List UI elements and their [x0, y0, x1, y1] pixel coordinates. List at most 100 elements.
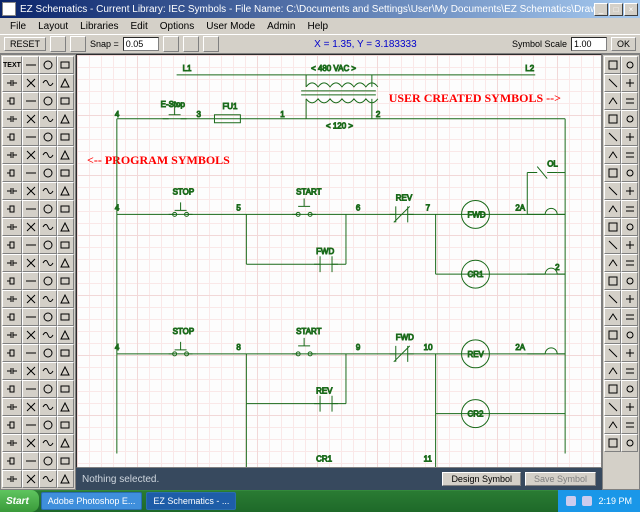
left-tool-22[interactable]	[57, 146, 74, 164]
right-tool-28[interactable]	[604, 308, 621, 326]
right-tool-29[interactable]	[621, 308, 638, 326]
right-tool-12[interactable]	[604, 164, 621, 182]
left-tool-44[interactable]	[22, 254, 39, 272]
left-tool-49[interactable]	[39, 272, 56, 290]
right-tool-14[interactable]	[604, 182, 621, 200]
right-tool-15[interactable]	[621, 182, 638, 200]
left-tool-71[interactable]	[2, 380, 22, 398]
left-tool-4[interactable]	[22, 74, 39, 92]
menu-libraries[interactable]: Libraries	[74, 21, 124, 32]
task-ezschematics[interactable]: EZ Schematics - ...	[146, 492, 236, 510]
left-tool-7[interactable]	[2, 92, 22, 110]
right-tool-18[interactable]	[604, 218, 621, 236]
left-tool-61[interactable]	[39, 326, 56, 344]
left-tool-68[interactable]	[22, 362, 39, 380]
left-tool-88[interactable]	[22, 452, 39, 470]
left-tool-73[interactable]	[39, 380, 56, 398]
right-tool-41[interactable]	[621, 416, 638, 434]
left-tool-2[interactable]	[57, 56, 74, 74]
maximize-button[interactable]: □	[609, 3, 623, 16]
left-tool-58[interactable]	[57, 308, 74, 326]
left-tool-53[interactable]	[39, 290, 56, 308]
right-tool-22[interactable]	[604, 254, 621, 272]
right-tool-38[interactable]	[604, 398, 621, 416]
left-tool-72[interactable]	[22, 380, 39, 398]
menu-help[interactable]: Help	[301, 21, 334, 32]
left-tool-56[interactable]	[22, 308, 39, 326]
left-tool-15[interactable]	[2, 128, 22, 146]
left-tool-93[interactable]	[39, 470, 56, 488]
left-tool-21[interactable]	[39, 146, 56, 164]
tool-text[interactable]: TEXT	[2, 56, 22, 74]
left-tool-34[interactable]	[57, 200, 74, 218]
menu-file[interactable]: File	[4, 21, 32, 32]
right-tool-26[interactable]	[604, 290, 621, 308]
right-tool-23[interactable]	[621, 254, 638, 272]
right-tool-2[interactable]	[604, 74, 621, 92]
ok-button[interactable]: OK	[611, 37, 636, 51]
left-tool-83[interactable]	[2, 434, 22, 452]
snap-input[interactable]	[123, 37, 159, 51]
left-tool-24[interactable]	[22, 164, 39, 182]
right-tool-5[interactable]	[621, 92, 638, 110]
right-tool-43[interactable]	[621, 434, 638, 452]
left-tool-35[interactable]	[2, 218, 22, 236]
left-tool-76[interactable]	[22, 398, 39, 416]
menu-admin[interactable]: Admin	[261, 21, 301, 32]
right-tool-27[interactable]	[621, 290, 638, 308]
left-tool-89[interactable]	[39, 452, 56, 470]
left-tool-77[interactable]	[39, 398, 56, 416]
left-tool-32[interactable]	[22, 200, 39, 218]
left-tool-36[interactable]	[22, 218, 39, 236]
reset-button[interactable]: RESET	[4, 37, 46, 51]
right-tool-36[interactable]	[604, 380, 621, 398]
right-tool-6[interactable]	[604, 110, 621, 128]
left-tool-37[interactable]	[39, 218, 56, 236]
right-tool-11[interactable]	[621, 146, 638, 164]
tool-icon-4[interactable]	[183, 36, 199, 52]
menu-usermode[interactable]: User Mode	[200, 21, 261, 32]
right-tool-0[interactable]	[604, 56, 621, 74]
left-tool-80[interactable]	[22, 416, 39, 434]
right-tool-21[interactable]	[621, 236, 638, 254]
left-tool-63[interactable]	[2, 344, 22, 362]
tray-icon[interactable]	[566, 496, 576, 506]
right-tool-42[interactable]	[604, 434, 621, 452]
left-tool-74[interactable]	[57, 380, 74, 398]
left-tool-48[interactable]	[22, 272, 39, 290]
right-tool-1[interactable]	[621, 56, 638, 74]
left-tool-42[interactable]	[57, 236, 74, 254]
scale-input[interactable]	[571, 37, 607, 51]
right-tool-16[interactable]	[604, 200, 621, 218]
menu-options[interactable]: Options	[154, 21, 200, 32]
left-tool-81[interactable]	[39, 416, 56, 434]
left-tool-18[interactable]	[57, 128, 74, 146]
right-tool-31[interactable]	[621, 326, 638, 344]
left-tool-30[interactable]	[57, 182, 74, 200]
left-tool-94[interactable]	[57, 470, 74, 488]
left-tool-70[interactable]	[57, 362, 74, 380]
left-tool-91[interactable]	[2, 470, 22, 488]
left-tool-92[interactable]	[22, 470, 39, 488]
left-tool-82[interactable]	[57, 416, 74, 434]
menu-edit[interactable]: Edit	[125, 21, 154, 32]
left-tool-20[interactable]	[22, 146, 39, 164]
right-tool-4[interactable]	[604, 92, 621, 110]
left-tool-27[interactable]	[2, 182, 22, 200]
left-tool-12[interactable]	[22, 110, 39, 128]
right-tool-32[interactable]	[604, 344, 621, 362]
left-tool-17[interactable]	[39, 128, 56, 146]
right-tool-20[interactable]	[604, 236, 621, 254]
left-tool-64[interactable]	[22, 344, 39, 362]
left-tool-43[interactable]	[2, 254, 22, 272]
left-tool-60[interactable]	[22, 326, 39, 344]
right-tool-19[interactable]	[621, 218, 638, 236]
tool-icon-5[interactable]	[203, 36, 219, 52]
left-tool-52[interactable]	[22, 290, 39, 308]
left-tool-23[interactable]	[2, 164, 22, 182]
start-button[interactable]: Start	[0, 490, 39, 512]
left-tool-0[interactable]	[22, 56, 39, 74]
task-photoshop[interactable]: Adobe Photoshop E...	[41, 492, 143, 510]
right-tool-39[interactable]	[621, 398, 638, 416]
right-tool-9[interactable]	[621, 128, 638, 146]
